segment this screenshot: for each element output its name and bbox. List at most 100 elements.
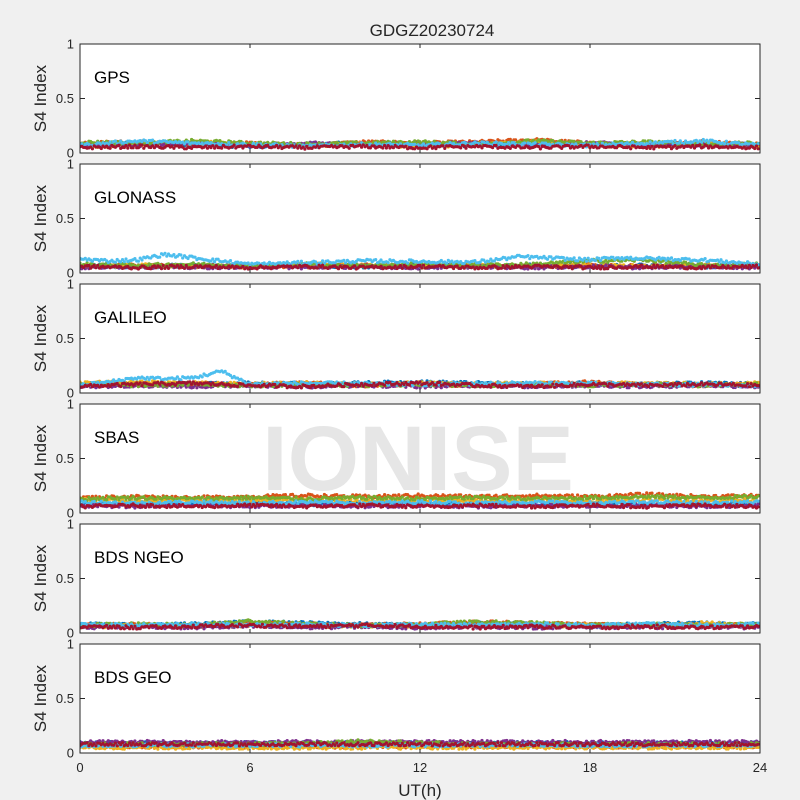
data-point bbox=[604, 258, 608, 262]
data-point bbox=[533, 141, 537, 145]
data-point bbox=[315, 144, 319, 148]
data-point bbox=[533, 267, 537, 271]
data-point bbox=[151, 138, 155, 142]
data-point bbox=[599, 259, 603, 263]
data-point bbox=[673, 138, 677, 143]
data-point bbox=[646, 144, 651, 148]
data-point bbox=[136, 259, 140, 263]
data-point bbox=[294, 144, 298, 148]
series-6 bbox=[80, 251, 760, 268]
data-point bbox=[724, 139, 729, 143]
data-point bbox=[519, 261, 523, 265]
data-point bbox=[354, 140, 358, 144]
data-point bbox=[434, 147, 438, 151]
data-point bbox=[652, 147, 656, 151]
data-point bbox=[142, 146, 146, 150]
data-point bbox=[528, 257, 532, 261]
data-point bbox=[416, 267, 420, 271]
data-point bbox=[698, 143, 702, 147]
data-point bbox=[122, 260, 126, 264]
data-point bbox=[506, 141, 511, 145]
data-point bbox=[181, 256, 185, 260]
data-point bbox=[85, 261, 89, 265]
data-point bbox=[108, 140, 112, 144]
y-tick-label: 0.5 bbox=[56, 91, 74, 106]
data-point bbox=[445, 261, 449, 265]
data-point bbox=[216, 257, 220, 261]
data-point bbox=[313, 140, 318, 144]
data-point bbox=[128, 143, 132, 147]
data-point bbox=[494, 143, 498, 148]
data-point bbox=[186, 256, 190, 261]
data-point bbox=[347, 146, 351, 150]
data-point bbox=[676, 141, 681, 145]
data-point bbox=[629, 147, 633, 151]
data-point bbox=[204, 144, 208, 148]
data-point bbox=[342, 258, 346, 262]
data-point bbox=[133, 257, 137, 261]
data-point bbox=[391, 146, 395, 150]
data-point bbox=[756, 147, 760, 151]
data-point bbox=[611, 255, 615, 259]
data-point bbox=[384, 146, 388, 150]
data-point bbox=[131, 146, 135, 150]
data-point bbox=[545, 257, 550, 261]
data-point bbox=[416, 143, 420, 147]
data-point bbox=[406, 261, 410, 265]
y-axis-label: S4 Index bbox=[31, 64, 50, 132]
series-7 bbox=[80, 143, 760, 151]
data-point bbox=[365, 143, 369, 148]
data-point bbox=[344, 261, 348, 265]
data-point bbox=[737, 141, 741, 145]
data-point bbox=[317, 141, 321, 145]
data-point bbox=[551, 139, 555, 143]
data-point bbox=[90, 147, 94, 151]
data-point bbox=[648, 146, 652, 150]
data-point bbox=[186, 140, 190, 144]
data-point bbox=[429, 144, 433, 148]
plot-area bbox=[80, 164, 760, 273]
data-point bbox=[586, 143, 590, 147]
data-point bbox=[251, 141, 256, 145]
data-point bbox=[275, 143, 279, 147]
data-point bbox=[480, 146, 484, 150]
data-point bbox=[374, 258, 378, 262]
data-point bbox=[145, 141, 149, 145]
data-point bbox=[321, 259, 325, 263]
data-point bbox=[220, 146, 224, 150]
data-point bbox=[117, 143, 121, 147]
data-point bbox=[653, 140, 658, 144]
data-point bbox=[753, 146, 757, 151]
data-point bbox=[653, 260, 658, 264]
y-tick-label: 1 bbox=[67, 37, 74, 52]
data-point bbox=[99, 146, 103, 151]
data-point bbox=[409, 261, 413, 265]
data-point bbox=[514, 138, 518, 142]
data-point bbox=[228, 259, 233, 263]
data-point bbox=[560, 262, 564, 267]
data-point bbox=[163, 251, 167, 255]
panel-label: GPS bbox=[94, 68, 130, 87]
data-point bbox=[668, 144, 672, 148]
data-point bbox=[358, 143, 362, 147]
data-point bbox=[705, 138, 709, 142]
data-point bbox=[421, 142, 426, 146]
data-point bbox=[381, 146, 385, 150]
data-point bbox=[262, 261, 266, 265]
data-point bbox=[549, 255, 553, 259]
data-point bbox=[113, 139, 117, 143]
data-point bbox=[404, 144, 408, 148]
data-point bbox=[563, 258, 567, 262]
data-point bbox=[386, 144, 390, 148]
data-point bbox=[723, 142, 727, 146]
data-point bbox=[172, 253, 176, 257]
data-point bbox=[485, 140, 489, 144]
data-point bbox=[694, 138, 698, 142]
data-point bbox=[246, 261, 250, 265]
data-point bbox=[136, 146, 140, 150]
y-tick-label: 0 bbox=[67, 146, 74, 161]
data-point bbox=[692, 146, 697, 150]
